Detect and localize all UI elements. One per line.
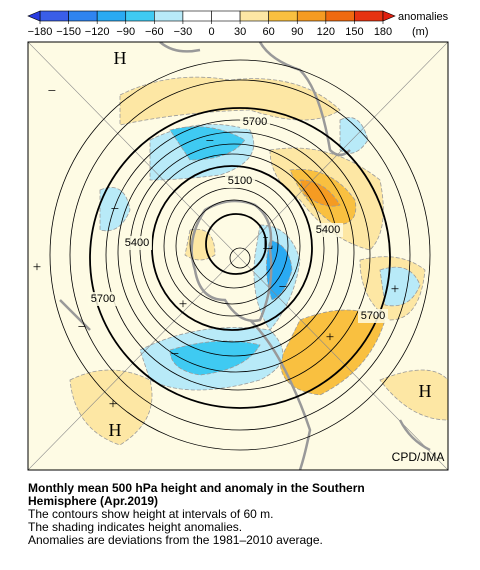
map-symbol: − <box>48 83 56 99</box>
colorbar-segment <box>39 10 69 22</box>
caption-title-line: Hemisphere (Apr.2019) <box>28 494 159 508</box>
map-symbol: + <box>326 329 334 345</box>
colorbar-low-arrow <box>27 10 41 22</box>
map-symbol: + <box>179 296 187 312</box>
colorbar-segment <box>68 10 98 22</box>
colorbar-segment <box>268 10 298 22</box>
colorbar: −180 −150 −120 −90 −60 −30 0 30 60 90 120 150 180 ano… <box>27 10 449 38</box>
contour-label-bg <box>88 292 118 306</box>
colorbar-segment <box>125 10 155 22</box>
contour-label-bg <box>225 174 255 188</box>
caption-body: The contours show height at intervals of… <box>28 508 323 547</box>
colorbar-tick-label: −120 <box>85 26 110 38</box>
colorbar-high-arrow <box>382 10 396 22</box>
colorbar-tick-label: −180 <box>28 26 53 38</box>
colorbar-tick-label: 90 <box>291 26 303 38</box>
coastlines <box>59 42 431 470</box>
colorbar-unit: (m) <box>412 26 429 38</box>
map-symbol: + <box>109 396 117 412</box>
colorbar-tick-label: −30 <box>174 26 193 38</box>
map-symbol: H <box>114 48 127 68</box>
caption-line: The shading indicates height anomalies. <box>28 520 243 534</box>
map-symbol: − <box>171 346 179 362</box>
colorbar-segment <box>182 10 212 22</box>
colorbar-segment <box>325 10 355 22</box>
colorbar-tick-label: 180 <box>374 26 392 38</box>
colorbar-segment <box>354 10 384 22</box>
contour-label-bg <box>240 115 270 129</box>
colorbar-tick-label: 0 <box>208 26 214 38</box>
map-figure: −180 −150 −120 −90 −60 −30 0 30 60 90 120 150 180 ano… <box>27 10 449 471</box>
colorbar-tick-label: 120 <box>317 26 335 38</box>
caption-line: Anomalies are deviations from the 1981–2… <box>28 533 323 547</box>
contour-label: 5400 <box>125 237 149 249</box>
colorbar-tick-label: 150 <box>345 26 363 38</box>
colorbar-segment <box>96 10 127 22</box>
contour-label: 5100 <box>228 175 252 187</box>
colorbar-segment <box>211 10 241 22</box>
contour-label: 5700 <box>361 310 385 322</box>
height-contours <box>49 59 431 451</box>
map-symbol: + <box>391 281 399 297</box>
map-frame <box>27 41 449 471</box>
credit: CPD/JMA <box>392 450 445 464</box>
map-symbol: + <box>33 259 41 275</box>
map-symbol: L <box>263 233 274 253</box>
colorbar-tick-label: 30 <box>234 26 246 38</box>
map-symbol: H <box>419 381 432 401</box>
contour-label: 5400 <box>316 224 340 236</box>
colorbar-segment <box>154 10 184 22</box>
colorbar-segment <box>239 10 269 22</box>
colorbar-tick-label: −90 <box>116 26 135 38</box>
colorbar-tick-label: −150 <box>56 26 81 38</box>
map: H H H L − − − − − − + + + + +5700 5100 5400 5400 5700 5700 C… <box>28 42 448 470</box>
contour-label-bg <box>358 309 388 323</box>
map-symbol: H <box>109 420 122 440</box>
contour-label: 5700 <box>91 293 115 305</box>
contour-label: 5700 <box>243 116 267 128</box>
map-symbol: − <box>279 279 287 295</box>
map-symbol: − <box>206 133 214 149</box>
map-symbol: − <box>78 319 86 335</box>
colorbar-segment <box>296 10 327 22</box>
caption-title: Monthly mean 500 hPa height and anomaly … <box>28 482 365 508</box>
colorbar-tick-label: 60 <box>263 26 275 38</box>
contour-label-bg <box>313 223 343 237</box>
caption-line: The contours show height at intervals of… <box>28 507 274 521</box>
diagonals <box>28 42 448 470</box>
colorbar-unit: anomalies <box>398 11 449 23</box>
colorbar-tick-label: −60 <box>145 26 164 38</box>
map-symbol: − <box>111 201 119 217</box>
contour-label-bg <box>122 236 152 250</box>
caption-title-line: Monthly mean 500 hPa height and anomaly … <box>28 481 365 495</box>
